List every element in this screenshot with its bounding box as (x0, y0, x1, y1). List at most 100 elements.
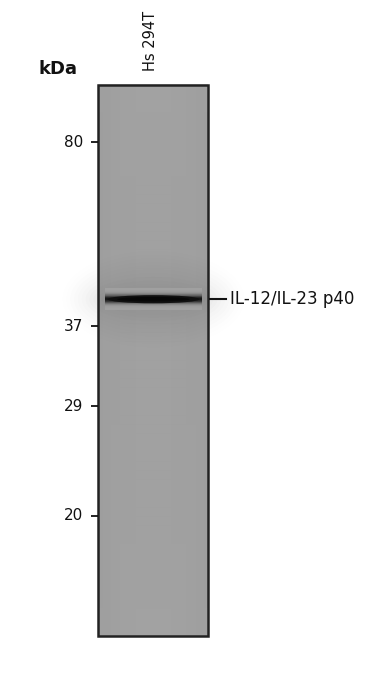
Bar (152, 85, 154, 636)
Bar (105, 289, 202, 290)
Bar (160, 85, 162, 636)
Bar (98, 176, 208, 185)
Bar (105, 293, 202, 294)
Bar (196, 85, 198, 636)
Bar (98, 139, 208, 149)
Bar (98, 553, 208, 563)
Bar (98, 222, 208, 232)
Bar (189, 85, 191, 636)
Bar (105, 301, 202, 302)
Bar (98, 571, 208, 581)
Bar (98, 617, 208, 627)
Text: kDa: kDa (39, 60, 78, 78)
Text: Hs 294T: Hs 294T (143, 11, 158, 71)
Bar (98, 85, 100, 636)
Bar (98, 268, 208, 278)
Bar (98, 562, 208, 572)
Bar (207, 85, 209, 636)
Bar (140, 85, 141, 636)
Bar (105, 304, 202, 305)
Bar (98, 369, 208, 379)
Bar (98, 544, 208, 554)
Bar (169, 85, 170, 636)
Bar (105, 85, 107, 636)
Bar (98, 286, 208, 296)
Bar (159, 85, 161, 636)
Bar (120, 85, 122, 636)
Bar (171, 85, 173, 636)
Bar (105, 292, 202, 293)
Bar (98, 305, 208, 315)
Bar (98, 378, 208, 388)
Bar (103, 85, 104, 636)
Bar (184, 85, 185, 636)
Bar (119, 85, 121, 636)
Bar (105, 295, 202, 296)
Bar (98, 194, 208, 204)
Bar (125, 85, 126, 636)
Bar (98, 516, 208, 526)
Bar (149, 85, 151, 636)
Bar (105, 305, 202, 306)
Bar (105, 293, 202, 294)
Bar (113, 85, 115, 636)
Bar (105, 294, 202, 295)
Bar (105, 298, 202, 299)
Bar (156, 85, 158, 636)
Bar (98, 295, 208, 305)
Bar (98, 85, 208, 636)
Bar (145, 85, 147, 636)
Bar (167, 85, 169, 636)
Text: IL-12/IL-23 p40: IL-12/IL-23 p40 (230, 290, 354, 308)
Bar (98, 470, 208, 480)
Bar (105, 290, 202, 291)
Bar (144, 85, 146, 636)
Bar (154, 85, 155, 636)
Bar (127, 85, 129, 636)
Text: 29: 29 (64, 399, 83, 414)
Bar (98, 158, 208, 167)
Bar (105, 292, 202, 293)
Bar (105, 295, 202, 296)
Bar (98, 479, 208, 489)
Bar (98, 360, 208, 370)
Bar (203, 85, 205, 636)
Bar (123, 85, 125, 636)
Bar (174, 85, 176, 636)
Bar (111, 85, 113, 636)
Bar (105, 307, 202, 308)
Bar (138, 85, 140, 636)
Bar (141, 85, 143, 636)
Bar (192, 85, 194, 636)
Bar (98, 185, 208, 195)
Bar (98, 415, 208, 425)
Bar (98, 498, 208, 508)
Bar (101, 85, 103, 636)
Bar (151, 85, 152, 636)
Bar (179, 85, 181, 636)
Bar (176, 85, 177, 636)
Bar (98, 507, 208, 517)
Bar (98, 332, 208, 342)
Bar (98, 84, 208, 94)
Bar (105, 288, 202, 289)
Bar (98, 148, 208, 158)
Bar (105, 305, 202, 306)
Bar (157, 85, 159, 636)
Bar (173, 85, 174, 636)
Bar (170, 85, 172, 636)
Bar (201, 85, 203, 636)
Bar (130, 85, 132, 636)
Bar (129, 85, 130, 636)
Bar (98, 102, 208, 112)
Bar (118, 85, 119, 636)
Bar (163, 85, 165, 636)
Bar (98, 112, 208, 121)
Bar (104, 85, 106, 636)
Bar (108, 85, 110, 636)
Bar (105, 307, 202, 308)
Bar (206, 85, 207, 636)
Bar (134, 85, 136, 636)
Bar (105, 299, 202, 300)
Bar (105, 302, 202, 303)
